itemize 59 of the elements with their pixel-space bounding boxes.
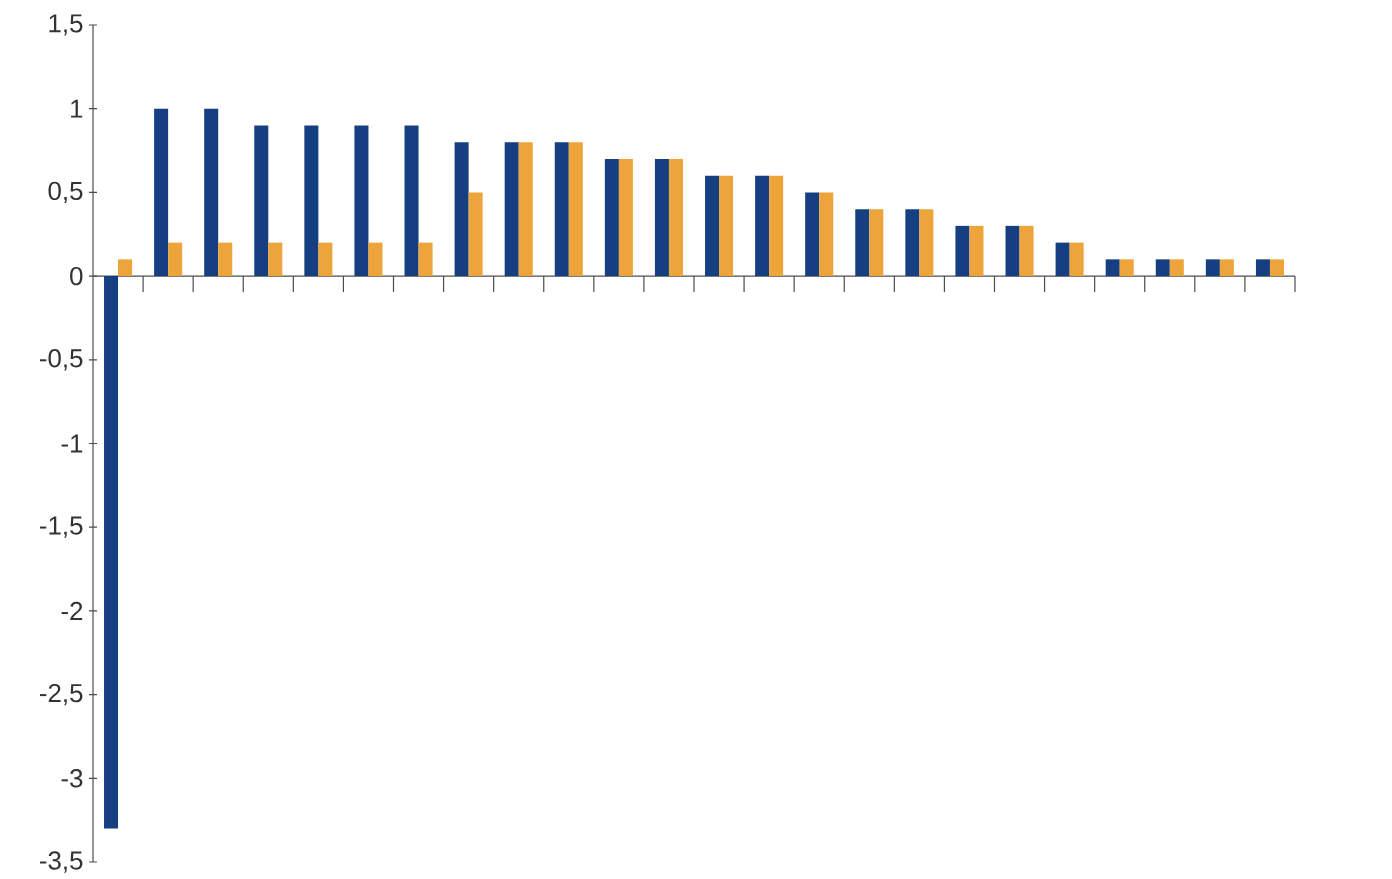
bar <box>318 242 333 277</box>
bar <box>468 192 483 277</box>
y-tick-label: -2,5 <box>40 683 83 706</box>
bar <box>568 142 583 277</box>
bar <box>705 175 720 277</box>
bar <box>1269 259 1284 277</box>
bar <box>418 242 433 277</box>
bar <box>268 242 283 277</box>
bar <box>869 209 884 277</box>
bar <box>1205 259 1220 277</box>
bar <box>919 209 934 277</box>
bar <box>404 125 419 277</box>
bar <box>955 225 970 277</box>
bar <box>618 158 633 277</box>
bar <box>654 158 669 277</box>
y-tick-label: -1,5 <box>40 516 83 538</box>
bar <box>154 108 169 277</box>
y-tick-label: -2 <box>61 601 83 620</box>
bar <box>755 175 770 277</box>
y-tick-label: -1 <box>61 434 83 453</box>
bar <box>254 125 269 277</box>
bar <box>604 158 619 277</box>
y-tick-label: -3,5 <box>40 851 83 873</box>
bar <box>218 242 233 277</box>
bar <box>769 175 784 277</box>
y-tick-label: -3 <box>61 769 83 788</box>
y-tick-label: -0,5 <box>40 349 83 371</box>
bar <box>518 142 533 277</box>
y-tick-label: 0 <box>70 266 83 286</box>
bar <box>1005 225 1020 277</box>
bar <box>1105 259 1120 277</box>
y-tick-label: 1,5 <box>49 14 83 36</box>
bar <box>905 209 920 277</box>
bar <box>118 259 133 277</box>
bar <box>354 125 369 277</box>
bar <box>1255 259 1270 277</box>
y-tick-label: 0,5 <box>48 181 83 204</box>
bar <box>855 209 870 277</box>
bar <box>805 192 820 277</box>
bar <box>1119 259 1134 277</box>
bar <box>1069 242 1084 277</box>
bar <box>1019 225 1034 277</box>
bar <box>368 242 383 277</box>
bar <box>668 158 683 277</box>
bar <box>168 242 183 277</box>
bar <box>719 175 734 277</box>
bar <box>554 142 569 277</box>
bar <box>104 276 119 829</box>
bar <box>819 192 834 277</box>
y-tick-label: 1 <box>71 99 83 118</box>
bar <box>504 142 519 277</box>
bar <box>1155 259 1170 277</box>
bar <box>969 225 984 277</box>
bar <box>1219 259 1234 277</box>
bar <box>304 125 319 277</box>
bar <box>454 142 469 277</box>
bar <box>204 108 219 277</box>
bar <box>1055 242 1070 277</box>
bar <box>1169 259 1184 277</box>
